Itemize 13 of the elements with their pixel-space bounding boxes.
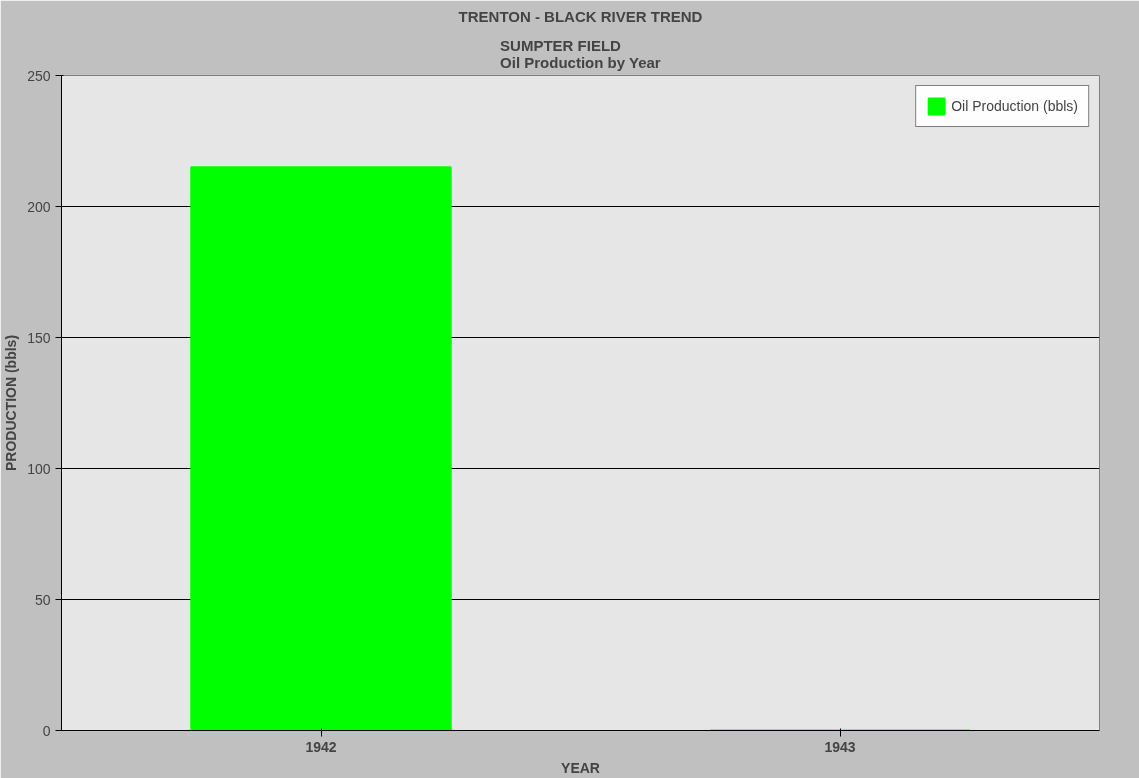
y-tick-label: 0	[42, 722, 51, 739]
y-tick-label: 250	[27, 67, 51, 84]
x-tick-label: 1942	[305, 738, 337, 755]
chart-subtitle: SUMPTER FIELD Oil Production by Year	[500, 36, 661, 71]
y-tick-label: 100	[27, 460, 51, 477]
x-axis-title: YEAR	[561, 759, 600, 776]
y-tick-label: 150	[27, 329, 51, 346]
y-tick-label: 50	[34, 591, 51, 608]
legend-label: Oil Production (bbls)	[951, 98, 1078, 114]
y-tick-label: 200	[27, 198, 51, 215]
y-axis-title: PRODUCTION (bbls)	[3, 334, 20, 472]
x-tick-label: 1943	[824, 738, 856, 755]
chart-title: TRENTON - BLACK RIVER TREND	[458, 7, 703, 25]
